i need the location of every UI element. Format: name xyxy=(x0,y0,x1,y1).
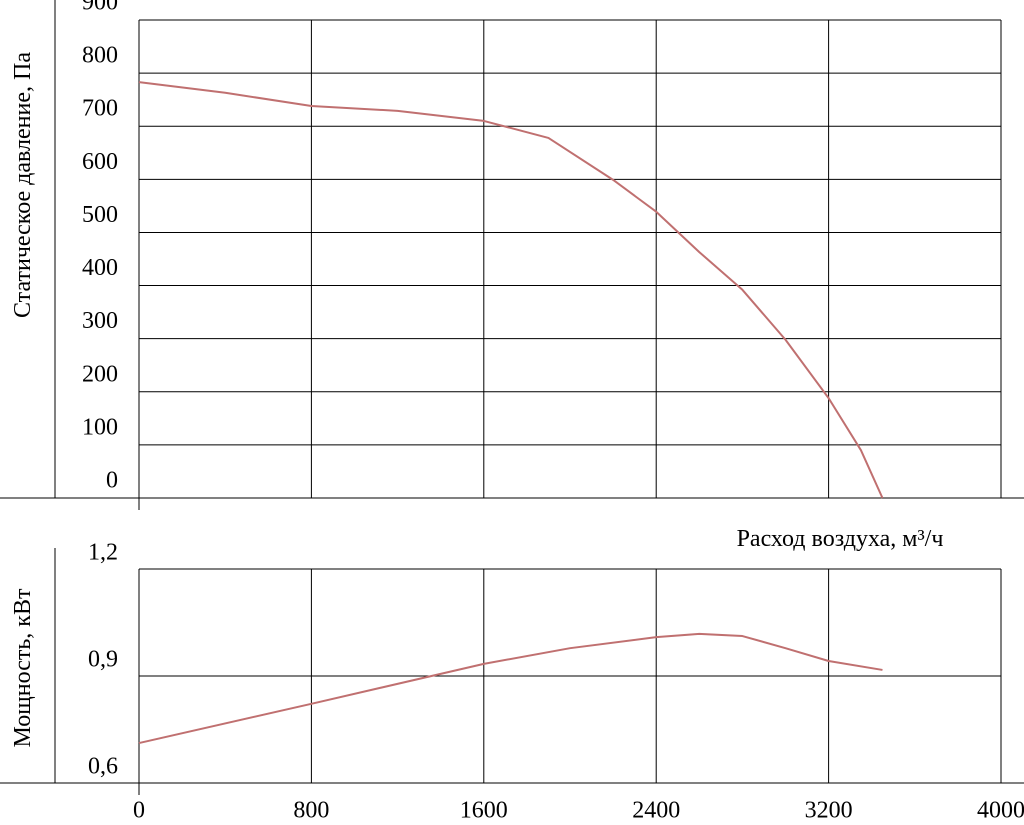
x-axis-label: Расход воздуха, м³/ч xyxy=(737,526,944,552)
x-tick-label: 3200 xyxy=(805,798,853,824)
y-tick-label: 600 xyxy=(82,149,118,175)
y-tick-label: 1,2 xyxy=(88,540,118,566)
x-tick-label: 0 xyxy=(133,798,145,824)
y-tick-label: 400 xyxy=(82,255,118,281)
y-tick-label: 0 xyxy=(106,468,118,494)
x-tick-label: 2400 xyxy=(632,798,680,824)
x-tick-label: 4000 xyxy=(977,798,1024,824)
y-tick-label: 300 xyxy=(82,308,118,334)
x-tick-label: 800 xyxy=(293,798,329,824)
data-line xyxy=(138,632,883,745)
y-tick-label: 100 xyxy=(82,414,118,440)
data-line xyxy=(138,81,884,499)
y-tick-label: 200 xyxy=(82,361,118,387)
y-tick-label: 900 xyxy=(82,0,118,16)
x-tick-label: 1600 xyxy=(460,798,508,824)
y-axis-label: Статическое давление, Па xyxy=(10,52,36,318)
y-tick-label: 500 xyxy=(82,202,118,228)
y-tick-label: 800 xyxy=(82,43,118,69)
y-axis-label: Мощность, кВт xyxy=(10,588,36,747)
y-tick-label: 700 xyxy=(82,96,118,122)
y-tick-label: 0,6 xyxy=(88,754,118,780)
y-tick-label: 0,9 xyxy=(88,647,118,673)
